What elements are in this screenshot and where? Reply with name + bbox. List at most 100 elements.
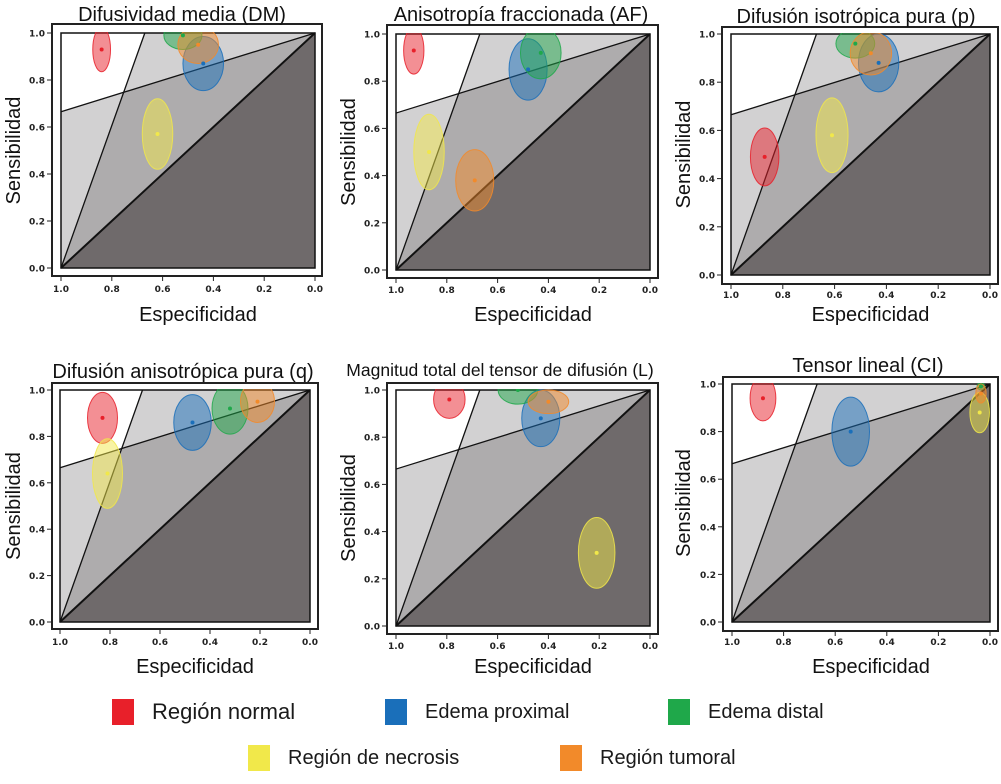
y-tick-label: 0.2: [364, 219, 380, 229]
ellipse-edema-distal: [519, 33, 562, 80]
x-tick-label: 0.0: [982, 638, 998, 648]
x-tick-label: 0.8: [104, 285, 120, 295]
y-tick-label: 0.6: [364, 481, 380, 491]
y-tick-label: 0.8: [364, 78, 380, 88]
x-axis-label: Especificidad: [136, 656, 254, 678]
x-tick-label: 0.4: [879, 638, 895, 648]
legend-swatch-normal: [112, 699, 134, 725]
plot-area-border: [59, 389, 311, 623]
x-tick-label: 0.6: [827, 291, 843, 301]
y-tick-label: 0.0: [29, 265, 45, 275]
point-regi-n-de-necrosis: [594, 550, 599, 555]
y-tick-label: 0.2: [29, 572, 45, 582]
ellipse-regi-n-normal: [403, 33, 425, 75]
x-tick-label: 0.0: [642, 642, 658, 652]
roc-panels-figure: 0.0 0.2 0.4 0.6 0.8 1.0 1.0 0.8 0.6 0.4 0.2 0.0 Difu…: [3, 4, 999, 678]
point-regi-n-normal: [760, 396, 765, 401]
y-axis-label: Sensibilidad: [3, 452, 25, 560]
y-tick-label: 1.0: [700, 381, 716, 391]
steep-threshold-line: [395, 389, 481, 627]
y-tick-label: 0.2: [29, 218, 45, 228]
y-tick-label: 0.4: [699, 175, 715, 185]
x-tick-label: 0.8: [439, 286, 455, 296]
x-tick-label: 0.4: [540, 642, 556, 652]
legend-item-normal: Región normal: [112, 699, 295, 725]
y-tick-label: 0.6: [29, 479, 45, 489]
steep-threshold-line: [59, 389, 144, 623]
point-regi-n-tumoral: [472, 178, 477, 183]
y-tick-label: 0.6: [699, 127, 715, 137]
point-regi-n-tumoral: [978, 391, 983, 396]
legend-label: Región de necrosis: [288, 746, 460, 769]
point-edema-distal: [515, 389, 520, 392]
x-tick-label: 0.2: [252, 638, 268, 648]
point-edema-distal: [228, 406, 232, 411]
x-tick-label: 0.8: [439, 642, 455, 652]
point-edema-proximal: [190, 420, 195, 425]
x-axis-label: Especificidad: [139, 304, 257, 326]
x-tick-label: 0.4: [205, 285, 221, 295]
confidence-ellipses: [749, 33, 900, 187]
ellipse-regi-n-normal: [92, 32, 112, 73]
x-tick-label: 0.0: [307, 285, 323, 295]
point-regi-n-de-necrosis: [155, 132, 160, 137]
confidence-ellipses: [433, 389, 616, 589]
y-tick-label: 0.4: [700, 523, 716, 533]
region-optimal: [61, 33, 145, 112]
x-tick-label: 0.4: [202, 638, 218, 648]
y-tick-label: 0.0: [29, 619, 45, 629]
x-tick-label: 0.2: [930, 638, 946, 648]
x-tick-label: 0.6: [490, 286, 506, 296]
x-tick-label: 0.8: [776, 638, 792, 648]
y-tick-label: 0.4: [364, 528, 380, 538]
x-tick-label: 0.4: [540, 286, 556, 296]
steep-threshold-line: [731, 383, 818, 623]
point-edema-distal: [180, 33, 185, 38]
y-tick-label: 0.8: [700, 428, 716, 438]
y-tick-label: 0.6: [364, 125, 380, 135]
point-edema-proximal: [848, 429, 853, 434]
chart-panel-3: 0.0 0.2 0.4 0.6 0.8 1.0 1.0 0.8 0.6 0.4 0.2 0.0 Difu…: [673, 6, 999, 326]
plot-area-border: [731, 383, 991, 623]
confidence-ellipses: [87, 389, 275, 509]
x-tick-label: 0.2: [591, 642, 607, 652]
chart-title: Difusión anisotrópica pura (q): [52, 361, 313, 383]
confidence-ellipses: [749, 383, 990, 467]
point-regi-n-tumoral: [255, 399, 260, 404]
x-tick-label: 0.0: [642, 286, 658, 296]
confidence-ellipses: [403, 33, 562, 212]
chance-diagonal-line: [395, 389, 651, 627]
point-regi-n-normal: [100, 415, 105, 420]
y-tick-label: 1.0: [29, 30, 45, 40]
point-regi-n-normal: [762, 154, 767, 159]
x-tick-label: 0.6: [490, 642, 506, 652]
y-tick-label: 0.4: [364, 172, 380, 182]
x-tick-label: 1.0: [388, 642, 404, 652]
steep-threshold-line: [60, 32, 146, 269]
x-tick-label: 1.0: [724, 638, 740, 648]
chart-panel-1: 0.0 0.2 0.4 0.6 0.8 1.0 1.0 0.8 0.6 0.4 0.2 0.0 Difu…: [3, 4, 323, 326]
x-tick-label: 0.6: [827, 638, 843, 648]
x-tick-label: 0.6: [155, 285, 171, 295]
x-axis-label: Especificidad: [812, 656, 930, 678]
legend-label: Región tumoral: [600, 746, 736, 769]
y-tick-label: 0.0: [364, 267, 380, 277]
x-tick-label: 0.2: [591, 286, 607, 296]
chance-diagonal-line: [731, 383, 991, 623]
region-optimal: [731, 34, 817, 115]
x-tick-label: 0.4: [878, 291, 894, 301]
y-tick-label: 0.2: [699, 223, 715, 233]
legend-swatch-tumoral: [560, 745, 582, 771]
x-tick-label: 0.8: [775, 291, 791, 301]
y-tick-label: 1.0: [29, 387, 45, 397]
point-edema-distal: [978, 384, 983, 389]
chance-diagonal-line: [395, 33, 651, 271]
point-regi-n-de-necrosis: [105, 471, 110, 476]
point-regi-n-normal: [411, 48, 416, 53]
y-tick-label: 0.6: [29, 124, 45, 134]
point-regi-n-de-necrosis: [427, 150, 432, 154]
x-axis-label: Especificidad: [812, 304, 930, 326]
chart-panel-2: 0.0 0.2 0.4 0.6 0.8 1.0 1.0 0.8 0.6 0.4 0.2 0.0 Anis…: [338, 4, 659, 326]
point-regi-n-de-necrosis: [977, 410, 982, 415]
ellipse-regi-n-normal: [749, 383, 777, 422]
